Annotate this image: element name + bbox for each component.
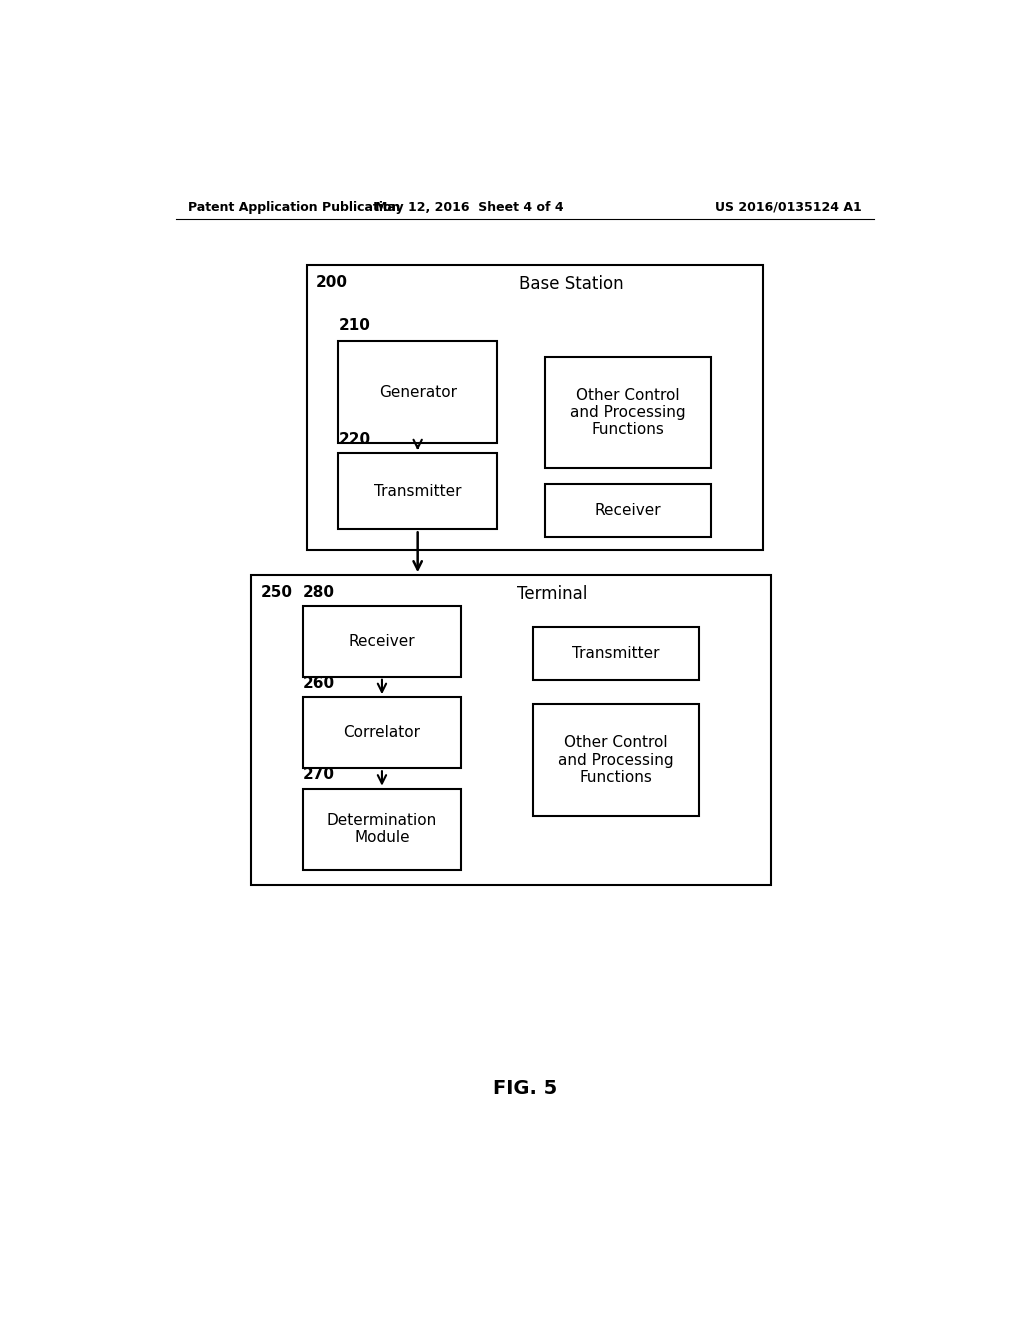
Bar — [303, 606, 461, 677]
Bar — [303, 788, 461, 870]
Text: Determination
Module: Determination Module — [327, 813, 437, 845]
Text: Receiver: Receiver — [348, 634, 416, 648]
Bar — [303, 697, 461, 768]
Bar — [338, 342, 497, 444]
Text: Other Control
and Processing
Functions: Other Control and Processing Functions — [570, 388, 686, 437]
Text: May 12, 2016  Sheet 4 of 4: May 12, 2016 Sheet 4 of 4 — [375, 201, 563, 214]
Text: Transmitter: Transmitter — [572, 645, 659, 661]
Text: 270: 270 — [303, 767, 335, 783]
Text: 200: 200 — [316, 276, 348, 290]
Text: 210: 210 — [338, 318, 371, 333]
Bar — [532, 627, 699, 680]
Text: Other Control
and Processing
Functions: Other Control and Processing Functions — [558, 735, 674, 785]
Bar — [338, 453, 497, 529]
Text: 250: 250 — [260, 585, 293, 601]
Text: 280: 280 — [303, 585, 335, 599]
Text: Generator: Generator — [379, 384, 457, 400]
Bar — [532, 704, 699, 816]
Bar — [251, 576, 771, 886]
Text: Transmitter: Transmitter — [374, 483, 462, 499]
Text: 260: 260 — [303, 676, 335, 690]
Text: Terminal: Terminal — [517, 585, 588, 603]
Text: 220: 220 — [338, 432, 371, 447]
Text: Patent Application Publication: Patent Application Publication — [187, 201, 400, 214]
Bar — [545, 483, 712, 536]
Bar — [306, 265, 763, 549]
Bar — [545, 356, 712, 469]
Text: FIG. 5: FIG. 5 — [493, 1078, 557, 1098]
Text: Correlator: Correlator — [343, 725, 421, 741]
Text: Base Station: Base Station — [519, 276, 624, 293]
Text: Receiver: Receiver — [595, 503, 662, 517]
Text: US 2016/0135124 A1: US 2016/0135124 A1 — [716, 201, 862, 214]
